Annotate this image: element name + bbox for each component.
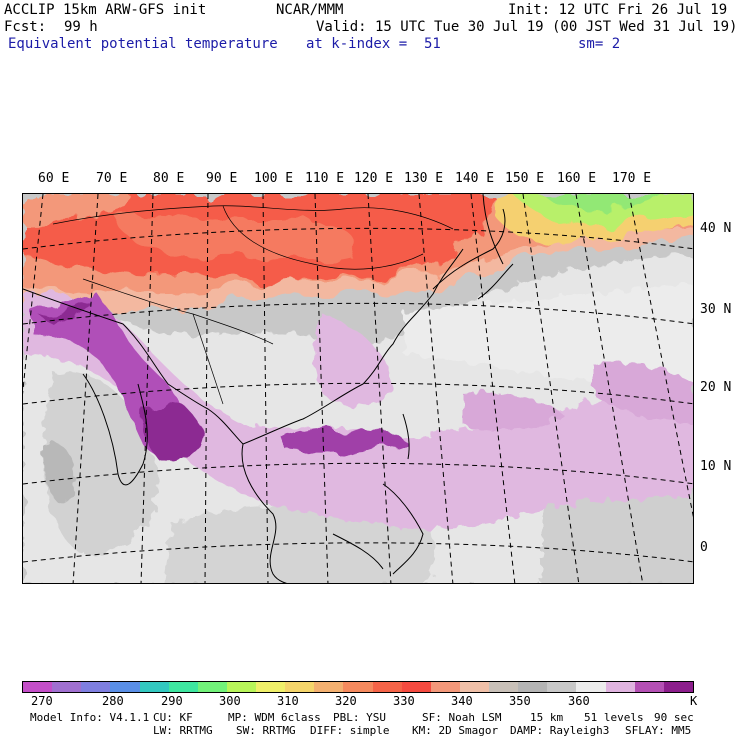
time-step: 90 sec	[654, 711, 694, 724]
colorbar-swatch	[23, 682, 53, 692]
lon-label: 120 E	[354, 171, 394, 186]
forecast-label: Fcst:	[4, 19, 47, 35]
init-time: Init: 12 UTC Fri 26 Jul 19	[508, 2, 728, 18]
lon-label: 160 E	[557, 171, 597, 186]
graticule	[23, 194, 693, 583]
map-canvas	[23, 194, 693, 583]
shortwave-scheme: SW: RRTMG	[236, 724, 296, 737]
colorbar-swatch	[226, 682, 256, 692]
colorbar-swatch	[197, 682, 227, 692]
pbl-scheme: PBL: YSU	[333, 711, 386, 724]
colorbar-swatch	[489, 682, 519, 692]
lat-label: 30 N	[700, 302, 732, 317]
colorbar-swatch	[605, 682, 635, 692]
forecast-hour: 99 h	[64, 19, 98, 35]
damping-option: DAMP: Rayleigh3	[510, 724, 610, 737]
colorbar-swatch	[256, 682, 286, 692]
colorbar-swatch	[518, 682, 548, 692]
lon-label: 60 E	[38, 171, 70, 186]
model-title: ACCLIP 15km ARW-GFS init	[4, 2, 207, 18]
colorbar-label: 340	[451, 694, 473, 708]
valid-time: Valid: 15 UTC Tue 30 Jul 19 (00 JST Wed …	[316, 19, 738, 35]
colorbar	[22, 681, 694, 693]
center-name: NCAR/MMM	[276, 2, 344, 18]
cumulus-scheme: CU: KF	[153, 711, 193, 724]
moist-region-core	[33, 293, 406, 466]
surface-layer-option: SFLAY: MM5	[625, 724, 692, 737]
lon-label: 170 E	[612, 171, 652, 186]
lat-label: 40 N	[700, 221, 732, 236]
diffusion-option: DIFF: simple	[310, 724, 390, 737]
km-option: KM: 2D Smagor	[412, 724, 499, 737]
colorbar-label: 350	[509, 694, 531, 708]
lat-label: 10 N	[700, 459, 732, 474]
lon-label: 70 E	[96, 171, 128, 186]
lon-label: 110 E	[305, 171, 345, 186]
microphysics-scheme: MP: WDM 6class	[228, 711, 321, 724]
colorbar-swatch	[547, 682, 577, 692]
colorbar-swatch	[343, 682, 373, 692]
lat-label: 20 N	[700, 380, 732, 395]
colorbar-label: 290	[161, 694, 183, 708]
colorbar-swatch	[459, 682, 489, 692]
colorbar-swatch	[663, 682, 693, 692]
cool-region	[493, 194, 693, 244]
smoothing-value: sm= 2	[578, 36, 621, 52]
colorbar-label: 360	[568, 694, 590, 708]
colorbar-swatch	[314, 682, 344, 692]
lat-label: 0	[700, 540, 708, 555]
lon-label: 80 E	[153, 171, 185, 186]
theta-e-map	[22, 193, 694, 584]
colorbar-swatch	[110, 682, 140, 692]
colorbar-swatch	[139, 682, 169, 692]
colorbar-label: 320	[335, 694, 357, 708]
grid-spacing: 15 km	[530, 711, 564, 724]
colorbar-swatch	[168, 682, 198, 692]
level-index: at k-index = 51	[306, 36, 441, 52]
colorbar-label: 310	[277, 694, 299, 708]
colorbar-swatch	[634, 682, 664, 692]
colorbar-label: 330	[393, 694, 415, 708]
lon-label: 150 E	[505, 171, 545, 186]
colorbar-swatch	[430, 682, 460, 692]
longwave-scheme: LW: RRTMG	[153, 724, 213, 737]
vertical-levels: 51 levels	[584, 711, 644, 724]
colorbar-label: 270	[31, 694, 53, 708]
colorbar-swatch	[576, 682, 606, 692]
colorbar-unit: K	[690, 694, 698, 708]
high-theta-region	[23, 194, 493, 282]
colorbar-swatch	[285, 682, 315, 692]
colorbar-swatch	[401, 682, 431, 692]
colorbar-swatch	[81, 682, 111, 692]
colorbar-label: 300	[219, 694, 241, 708]
model-version: Model Info: V4.1.1	[30, 711, 150, 724]
borders	[52, 205, 454, 405]
colorbar-swatch	[52, 682, 82, 692]
lon-label: 90 E	[206, 171, 238, 186]
lon-label: 100 E	[254, 171, 294, 186]
lon-label: 130 E	[404, 171, 444, 186]
field-name: Equivalent potential temperature	[8, 36, 278, 52]
surface-scheme: SF: Noah LSM	[422, 711, 502, 724]
colorbar-label: 280	[102, 694, 124, 708]
lon-label: 140 E	[455, 171, 495, 186]
colorbar-swatch	[372, 682, 402, 692]
